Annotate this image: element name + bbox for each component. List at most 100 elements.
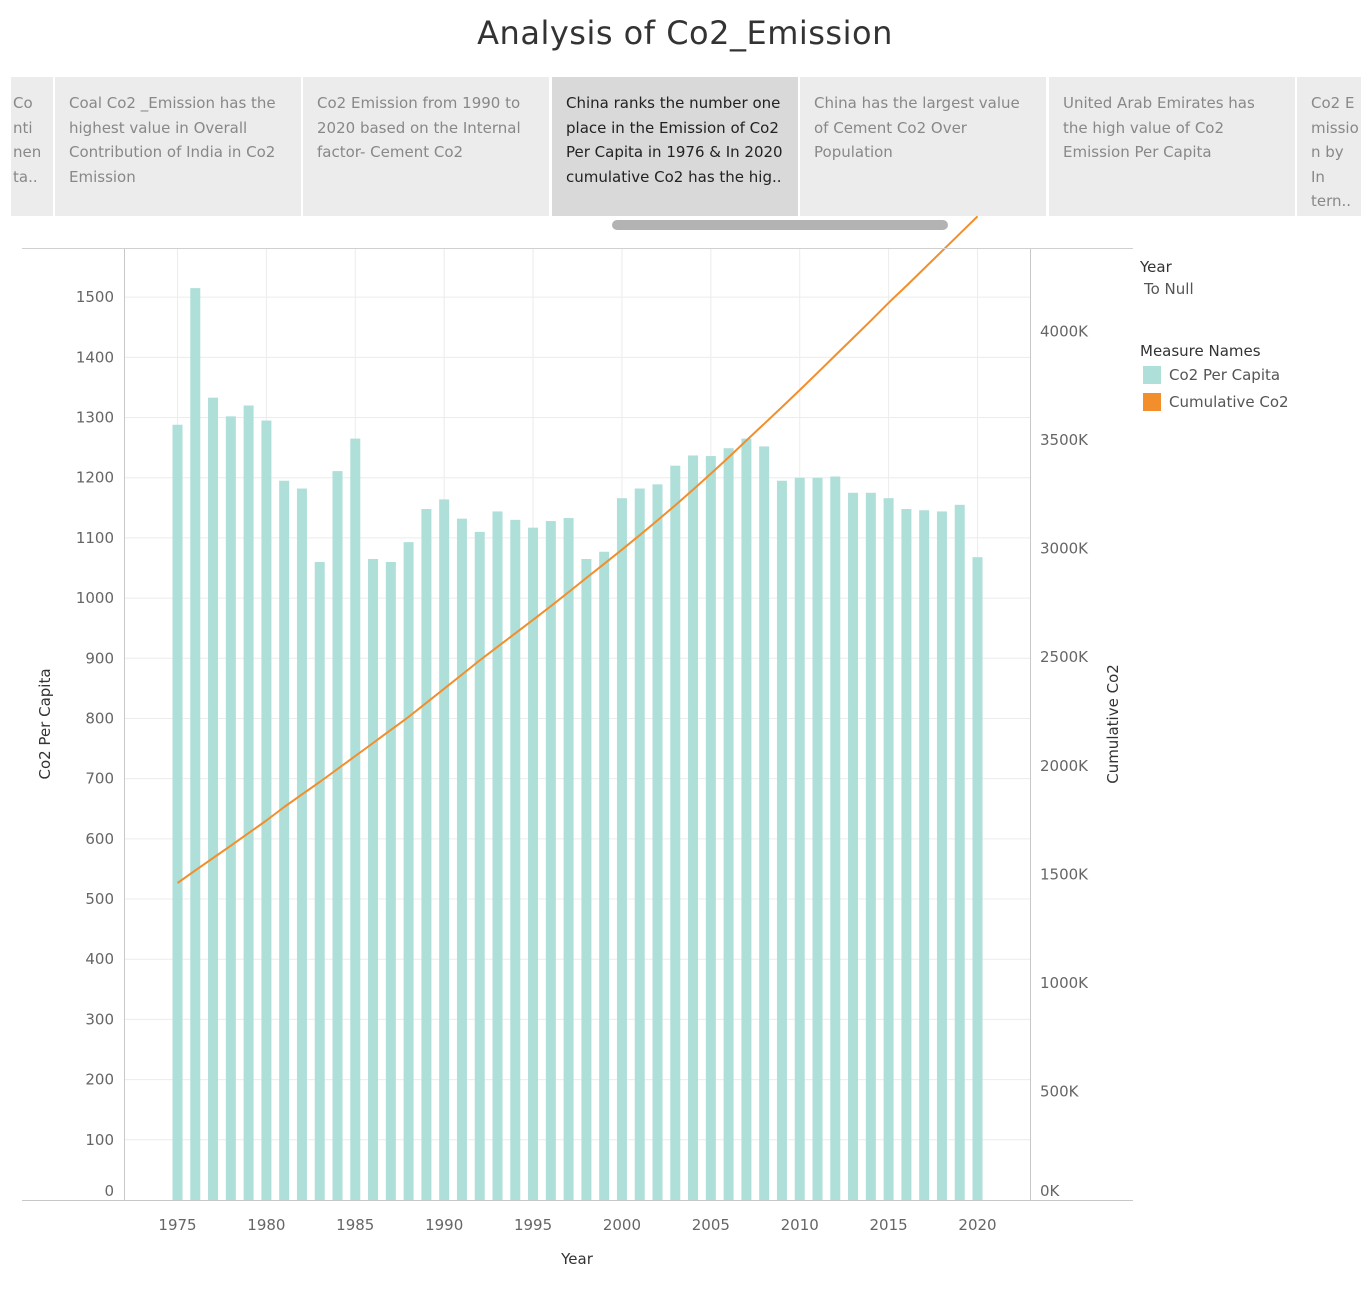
x-tick-label: 1975 [158,1216,196,1234]
story-point-text: United Arab Emirates has the high value … [1063,94,1255,161]
legend: Year To Null Measure Names Co2 Per Capit… [1140,258,1360,411]
bar [261,420,272,1200]
bar [705,456,716,1200]
story-point-4[interactable]: China has the largest value of Cement Co… [800,77,1046,216]
story-point-text: Co2 Emission from 1990 to 2020 based on … [317,94,521,161]
story-point-0[interactable]: Co nti nen ta.. [11,77,53,216]
bar [385,561,396,1200]
bar [759,446,770,1200]
line-series [176,215,979,884]
y-axis-title: Co2 Per Capita [36,668,54,779]
y2-tick-label: 3500K [1040,431,1089,449]
bar [225,416,236,1200]
grid [124,249,1030,1200]
bar [741,438,752,1200]
bar [883,498,894,1201]
y-tick-label: 1000 [76,589,114,607]
x-tick-label: 2020 [958,1216,996,1234]
bar [350,438,361,1200]
bar [296,488,307,1201]
x-tick-label: 2005 [692,1216,730,1234]
bar [563,518,574,1200]
story-point-6[interactable]: Co2 E missio n by In tern.. [1297,77,1361,216]
y-tick-label: 1200 [76,469,114,487]
axes: 0 100 200 300 400 500 600 700 800 900 1000 1100 1200… [22,248,1133,1268]
story-point-5[interactable]: United Arab Emirates has the high value … [1049,77,1295,216]
bar [528,527,539,1200]
bar [972,557,983,1200]
bar [954,504,965,1200]
page-title: Analysis of Co2_Emission [477,14,893,52]
story-scrollbar[interactable] [612,220,948,230]
bar [172,424,183,1201]
bar [670,465,681,1200]
y2-tick-label: 4000K [1040,323,1089,341]
bar [830,476,841,1201]
y-tick-label: 800 [85,709,114,727]
legend-year-header: Year [1140,258,1172,276]
bar [332,471,343,1200]
x-axis-title: Year [560,1250,594,1268]
bar-series [172,288,983,1201]
bar [652,484,663,1200]
bar [901,509,912,1200]
bar [492,511,503,1200]
bar [599,551,610,1200]
y-tick-label: 1500 [76,288,114,306]
bar [794,477,805,1200]
bar [208,397,219,1201]
y2-tick-label: 3000K [1040,540,1089,558]
y-tick-label: 1400 [76,348,114,366]
y-tick-label: 1300 [76,409,114,427]
story-point-text: Coal Co2 _Emission has the highest value… [69,94,276,186]
x-tick-label: 1985 [336,1216,374,1234]
bar [368,558,379,1200]
story-navigator: Co nti nen ta.. Coal Co2 _Emission has t… [11,77,1361,216]
y-tick-label: 700 [85,770,114,788]
y-tick-label: 1100 [76,529,114,547]
y-tick-label: 0 [104,1182,114,1200]
cumulative-co2-line [176,215,979,884]
bar [190,288,201,1200]
story-point-1[interactable]: Coal Co2 _Emission has the highest value… [55,77,301,216]
bar [510,519,521,1200]
y-tick-label: 600 [85,830,114,848]
x-tick-label: 2010 [781,1216,819,1234]
bar [403,542,414,1200]
bar [421,509,432,1200]
bar [456,518,467,1200]
legend-label: Co2 Per Capita [1169,366,1281,384]
bar [723,448,734,1200]
story-point-3[interactable]: China ranks the number one place in the … [552,77,798,216]
y2-tick-label: 1500K [1040,865,1089,883]
x-tick-label: 1980 [247,1216,285,1234]
y2-tick-label: 0K [1040,1182,1061,1200]
legend-label: Cumulative Co2 [1169,393,1289,411]
x-tick-label: 2000 [603,1216,641,1234]
y-tick-label: 300 [85,1010,114,1028]
y-tick-label: 100 [85,1131,114,1149]
legend-swatch [1143,366,1161,384]
bar [634,488,645,1201]
legend-swatch [1143,393,1161,411]
x-tick-label: 1990 [425,1216,463,1234]
story-point-text: China ranks the number one place in the … [566,94,783,186]
bar [936,511,947,1200]
y-tick-label: 200 [85,1071,114,1089]
legend-item-co2-per-capita[interactable]: Co2 Per Capita [1140,366,1360,384]
y-tick-label: 400 [85,950,114,968]
story-point-text: China has the largest value of Cement Co… [814,94,1020,161]
bar [865,492,876,1200]
y2-tick-label: 1000K [1040,974,1089,992]
bar [812,477,823,1200]
legend-item-cumulative-co2[interactable]: Cumulative Co2 [1140,393,1360,411]
story-point-2[interactable]: Co2 Emission from 1990 to 2020 based on … [303,77,549,216]
legend-measure-header: Measure Names [1140,342,1261,360]
bar [314,561,325,1200]
bar [776,480,787,1200]
y-tick-label: 900 [85,649,114,667]
x-tick-label: 2015 [870,1216,908,1234]
bar [919,510,930,1200]
bar [581,558,592,1200]
x-tick-label: 1995 [514,1216,552,1234]
